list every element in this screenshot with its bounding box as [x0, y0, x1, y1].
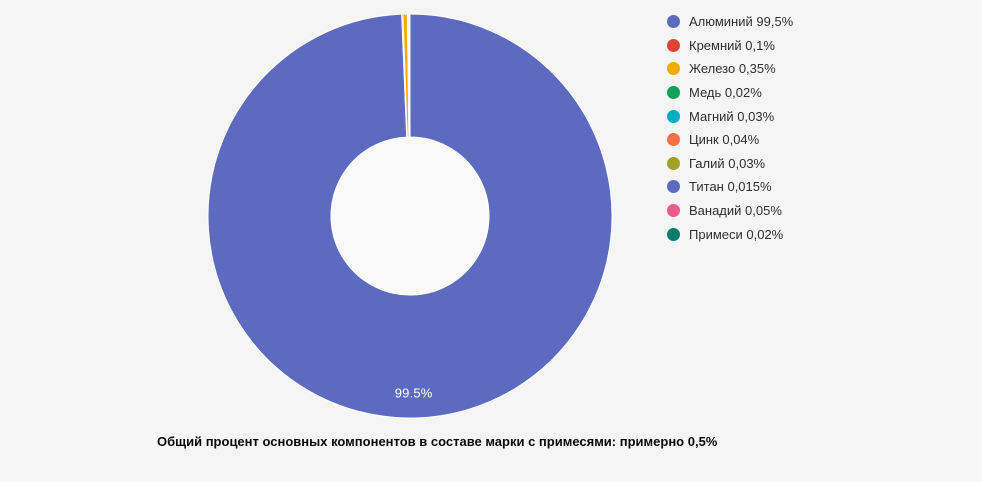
- legend-item-label: Галий 0,03%: [689, 155, 766, 171]
- legend-color-swatch-icon: [667, 227, 680, 241]
- legend-item-6[interactable]: Галий 0,03%: [667, 152, 793, 176]
- legend-color-swatch-icon: [667, 62, 680, 76]
- legend-item-1[interactable]: Кремний 0,1%: [667, 34, 793, 58]
- donut-hole: [331, 137, 489, 295]
- legend-color-swatch-icon: [667, 109, 680, 123]
- legend-item-9[interactable]: Примеси 0,02%: [667, 222, 793, 246]
- legend-item-label: Магний 0,03%: [689, 108, 775, 124]
- legend-color-swatch-icon: [667, 86, 680, 100]
- legend-item-7[interactable]: Титан 0,015%: [667, 175, 793, 199]
- legend-item-2[interactable]: Железо 0,35%: [667, 57, 793, 81]
- legend-item-label: Цинк 0,04%: [689, 132, 760, 148]
- legend-color-swatch-icon: [667, 180, 680, 194]
- legend-item-3[interactable]: Медь 0,02%: [667, 81, 793, 105]
- legend-item-5[interactable]: Цинк 0,04%: [667, 128, 793, 152]
- legend-item-label: Медь 0,02%: [689, 85, 762, 101]
- chart-legend: Алюминий 99,5% Кремний 0,1% Железо 0,35%…: [667, 10, 793, 246]
- slice-value-label: 99.5%: [394, 385, 433, 401]
- legend-color-swatch-icon: [667, 133, 680, 147]
- legend-item-label: Кремний 0,1%: [689, 37, 775, 53]
- legend-item-label: Ванадий 0,05%: [689, 203, 782, 219]
- legend-color-swatch-icon: [667, 204, 680, 218]
- chart-caption: Общий процент основных компонентов в сос…: [157, 434, 718, 449]
- legend-item-label: Алюминий 99,5%: [689, 14, 794, 30]
- legend-item-label: Железо 0,35%: [689, 61, 776, 77]
- legend-item-label: Титан 0,015%: [689, 179, 772, 195]
- legend-item-4[interactable]: Магний 0,03%: [667, 104, 793, 128]
- legend-item-8[interactable]: Ванадий 0,05%: [667, 199, 793, 223]
- legend-color-swatch-icon: [667, 15, 680, 29]
- legend-item-label: Примеси 0,02%: [689, 226, 784, 242]
- pie-slice-Алюминий[interactable]: [207, 13, 613, 419]
- legend-color-swatch-icon: [667, 156, 680, 170]
- legend-item-0[interactable]: Алюминий 99,5%: [667, 10, 793, 34]
- legend-color-swatch-icon: [667, 38, 680, 52]
